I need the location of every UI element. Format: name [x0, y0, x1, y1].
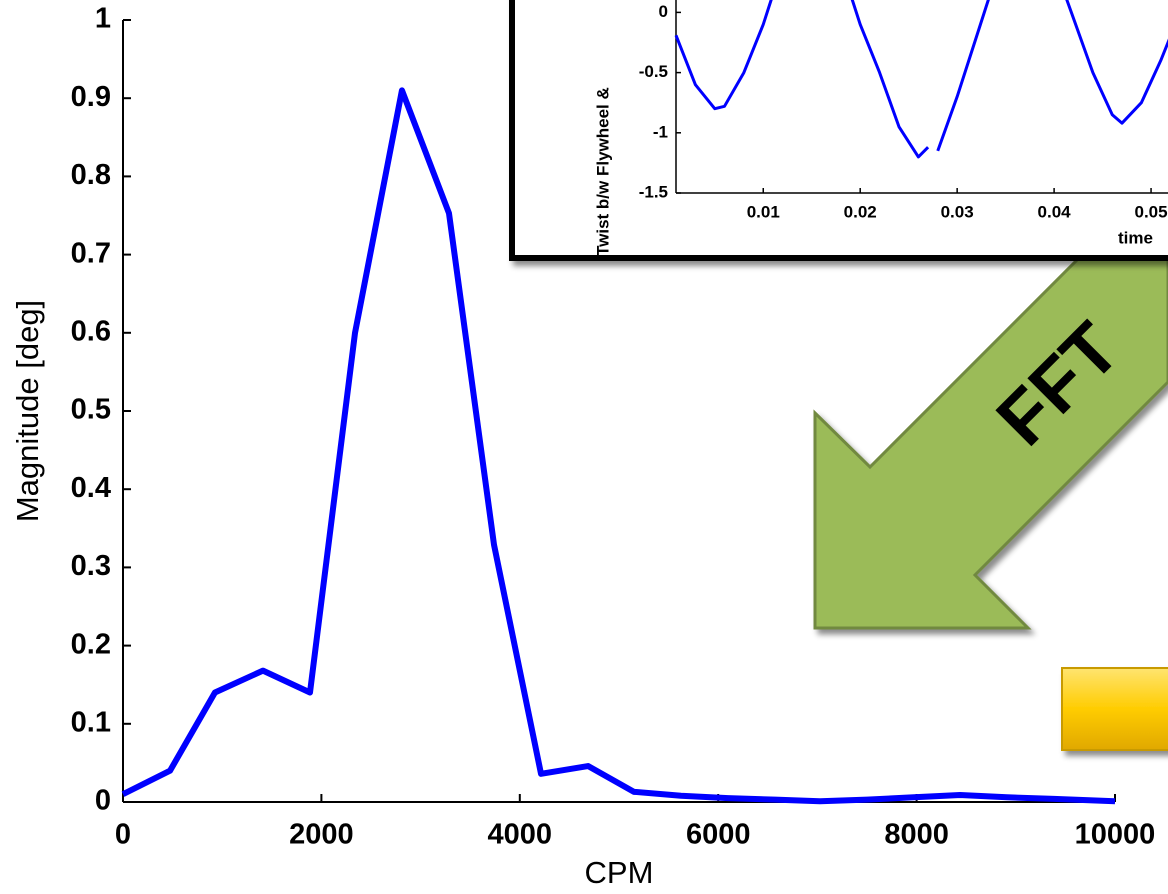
arrow [815, 217, 1168, 628]
decoration: FFT [815, 217, 1168, 750]
x-tick-label: 4000 [488, 819, 553, 851]
x-axis-label: CPM [585, 855, 654, 890]
x-tick-label: 8000 [884, 819, 949, 851]
x-tick-label: 0.05 [1135, 202, 1168, 221]
y-tick-label: 0.6 [71, 315, 111, 347]
y-tick-label: 0.3 [71, 550, 111, 582]
y-tick-label: -1 [653, 122, 668, 141]
x-tick-label: 0.04 [1038, 202, 1072, 221]
y-tick-label: -0.5 [639, 62, 668, 81]
y-tick-label: 0.4 [71, 472, 111, 504]
y-tick-label: 0.7 [71, 237, 111, 269]
y-tick-label: -1.5 [639, 182, 668, 201]
y-tick-label: 0 [659, 2, 668, 21]
y-tick-label: 1 [95, 3, 111, 35]
x-tick-label: 6000 [686, 819, 751, 851]
x-axis-label: time [1118, 228, 1153, 247]
figure: CPM Magnitude [deg] 0 0.1 0.2 0.3 0.4 0.5 0.6 0… [0, 0, 1168, 894]
inset-chart: time Twist b/w Flywheel & -1.5 -1 -0.5 0 0.0… [512, 0, 1168, 258]
x-tick-label: 0 [115, 819, 131, 851]
x-tick-label: 2000 [289, 819, 354, 851]
y-tick-label: 0.2 [71, 628, 111, 660]
y-tick-label: 0.8 [71, 159, 111, 191]
y-tick-label: 0.1 [71, 706, 111, 738]
y-axis-label: Twist b/w Flywheel & [593, 87, 612, 256]
x-tick-label: 0.03 [941, 202, 974, 221]
y-tick-label: 0 [95, 785, 111, 817]
y-tick-label: 0.9 [71, 81, 111, 113]
x-tick-label: 10000 [1075, 819, 1156, 851]
x-tick-label: 0.01 [747, 202, 780, 221]
y-tick-label: 0.5 [71, 394, 111, 426]
yellow-button [1062, 668, 1168, 750]
x-tick-label: 0.02 [844, 202, 877, 221]
y-axis-label: Magnitude [deg] [10, 300, 45, 522]
